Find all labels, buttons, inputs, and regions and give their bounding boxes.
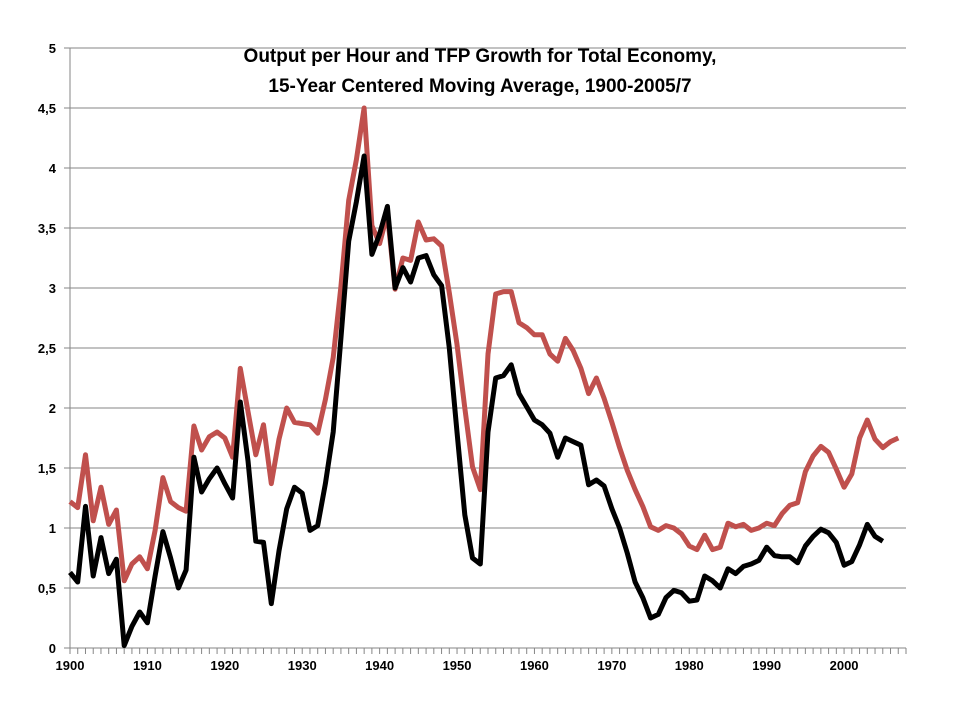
y-tick-label: 5	[49, 41, 56, 56]
x-tick-label: 1950	[443, 658, 472, 673]
y-tick-label: 3	[49, 281, 56, 296]
x-axis-ticks: 1900 1910 1920 1930 1940 1950 1960 1970 1980 1990…	[56, 648, 907, 673]
x-tick-label: 1940	[365, 658, 394, 673]
x-tick-label: 1980	[675, 658, 704, 673]
chart-title-line-2: 15-Year Centered Moving Average, 1900-20…	[268, 76, 691, 97]
chart-title-line-1: Output per Hour and TFP Growth for Total…	[244, 46, 717, 67]
y-tick-label: 0	[49, 641, 56, 656]
x-tick-label: 1930	[288, 658, 317, 673]
y-axis-ticks: 0 0,5 1 1,5 2 2,5 3 3,5 4 4,5 5	[38, 41, 70, 656]
series-line-1	[68, 105, 900, 584]
y-tick-label: 2	[49, 401, 56, 416]
y-tick-label: 1	[49, 521, 56, 536]
x-tick-label: 1920	[210, 658, 239, 673]
x-tick-label: 1990	[752, 658, 781, 673]
x-tick-label: 1910	[133, 658, 162, 673]
x-tick-label: 2000	[830, 658, 859, 673]
y-tick-label: 0,5	[38, 581, 56, 596]
x-tick-label: 1960	[520, 658, 549, 673]
x-tick-label: 1900	[56, 658, 85, 673]
series-group	[68, 105, 900, 649]
y-tick-label: 4,5	[38, 101, 56, 116]
y-tick-label: 4	[49, 161, 57, 176]
y-tick-label: 2,5	[38, 341, 56, 356]
x-tick-label: 1970	[597, 658, 626, 673]
y-tick-label: 1,5	[38, 461, 56, 476]
y-tick-label: 3,5	[38, 221, 56, 236]
series-line-2	[68, 153, 885, 649]
